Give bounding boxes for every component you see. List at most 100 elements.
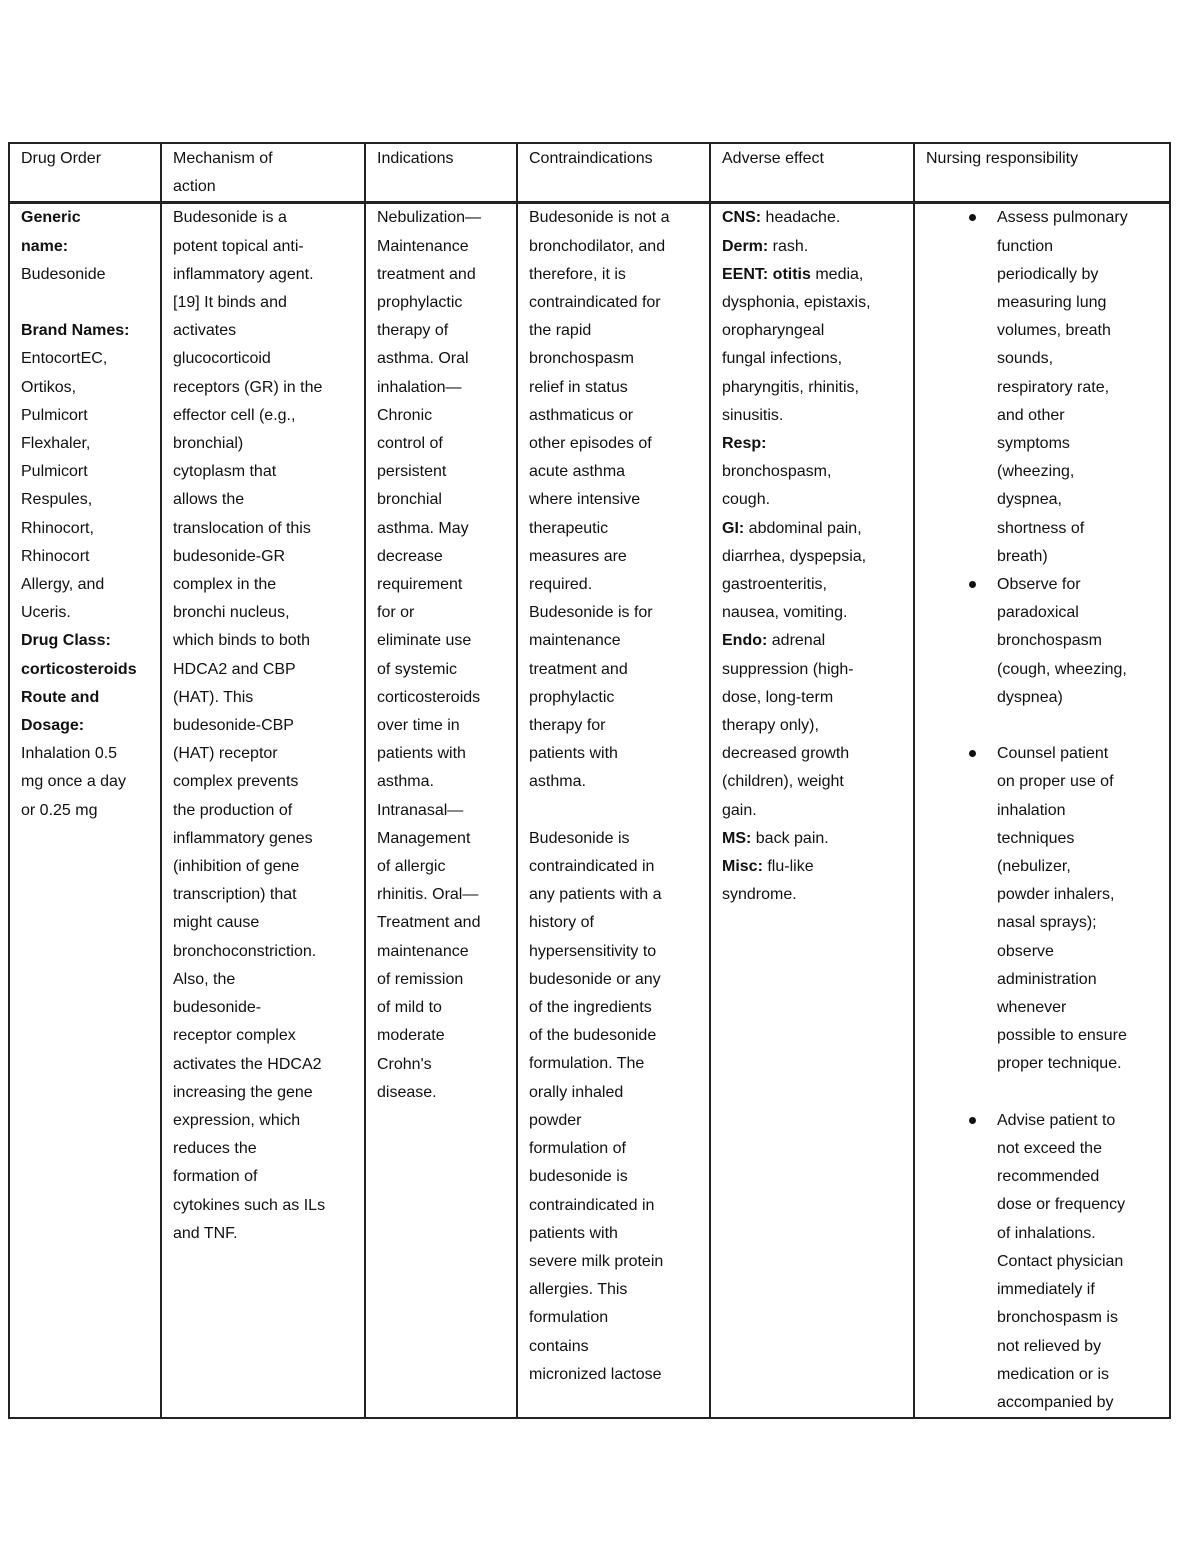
- text-line: bronchial): [173, 435, 244, 453]
- header-drug-order: Drug Order: [8, 142, 162, 204]
- text-line: powder: [529, 1111, 582, 1129]
- text-line: MS: back pain.: [722, 825, 912, 853]
- text-line: Misc: flu-like: [722, 853, 912, 881]
- text-line: Drug Class:: [21, 627, 159, 655]
- text-line: over time in: [377, 717, 460, 735]
- cell-mechanism: Budesonide is a potent topical anti-infla…: [160, 201, 366, 1420]
- bold-label: Resp:: [722, 435, 767, 453]
- text-line: which binds to both: [173, 632, 310, 650]
- text: pharyngitis, rhinitis,: [722, 378, 859, 396]
- bold-label: Endo:: [722, 632, 768, 650]
- list-item: Assess pulmonary function periodically by m…: [926, 205, 1168, 571]
- text: rash.: [768, 237, 809, 255]
- bold-label: MS:: [722, 829, 752, 847]
- text-line: symptoms: [997, 435, 1070, 453]
- bold-label: GI:: [722, 519, 745, 537]
- text-line: Also, the: [173, 970, 236, 988]
- text-line: therapy of: [377, 322, 449, 340]
- text-line: breath): [997, 547, 1048, 565]
- text-line: [21, 289, 159, 317]
- text-line: not relieved by: [997, 1337, 1102, 1355]
- text-line: budesonide-CBP: [173, 717, 294, 735]
- text-line: of the ingredients: [529, 999, 652, 1017]
- text-line: budesonide or any: [529, 970, 661, 988]
- text-line: on proper use of: [997, 773, 1114, 791]
- text-line: Derm: rash.: [722, 233, 912, 261]
- text-line: of inhalations.: [997, 1224, 1096, 1242]
- text: oropharyngeal: [722, 322, 825, 340]
- text-line: receptor complex: [173, 1027, 296, 1045]
- text-line: paradoxical: [997, 604, 1079, 622]
- text-line: budesonide-GR: [173, 547, 286, 565]
- text: cough.: [722, 491, 771, 509]
- list-item: Advise patient to not exceed the recommend…: [926, 1107, 1168, 1416]
- text-line: dysphonia, epistaxis,: [722, 289, 912, 317]
- text-line: Pulmicort: [21, 402, 159, 430]
- text-line: bronchodilator, and: [529, 237, 666, 255]
- text-line: possible to ensure: [997, 1027, 1127, 1045]
- text-line: Intranasal—: [377, 801, 464, 819]
- text-line: (inhibition of gene: [173, 858, 300, 876]
- cell-indications: Nebulization— Maintenance treatment and pro…: [364, 201, 518, 1420]
- text: headache.: [761, 209, 841, 227]
- text-line: budesonide is: [529, 1168, 628, 1186]
- text-line: (wheezing,: [997, 463, 1075, 481]
- text-line: maintenance: [529, 632, 621, 650]
- text: (children), weight: [722, 773, 844, 791]
- bold-label: corticosteroids: [21, 660, 137, 678]
- text: gastroenteritis,: [722, 576, 827, 594]
- text-line: asthma.: [529, 773, 586, 791]
- text-line: control of: [377, 435, 443, 453]
- cell-adverse-effect: CNS: headache. Derm: rash. EENT: otitis me…: [709, 201, 915, 1420]
- list-item: Counsel patient on proper use of inhalatio…: [926, 740, 1168, 1078]
- text-line: corticosteroids: [377, 688, 481, 706]
- text-line: immediately if: [997, 1281, 1095, 1299]
- text-line: and TNF.: [173, 1224, 238, 1242]
- text-line: therapy for: [529, 717, 606, 735]
- text-line: of the budesonide: [529, 1027, 657, 1045]
- text: sinusitis.: [722, 406, 784, 424]
- text-line: sounds,: [997, 350, 1054, 368]
- text-line: Ortikos,: [21, 374, 159, 402]
- text-line: treatment and: [377, 265, 476, 283]
- text-line: sinusitis.: [722, 402, 912, 430]
- text-line: persistent: [377, 463, 447, 481]
- bold-label: Drug Class:: [21, 632, 111, 650]
- text-line: gain.: [722, 797, 912, 825]
- text-line: formulation. The: [529, 1055, 645, 1073]
- text-line: (HAT) receptor: [173, 745, 278, 763]
- text-line: of mild to: [377, 999, 442, 1017]
- text-line: contraindicated for: [529, 294, 661, 312]
- text-line: bronchoconstriction.: [173, 942, 317, 960]
- text: therapy only),: [722, 717, 819, 735]
- text-line: Allergy, and: [21, 571, 159, 599]
- header-text: Adverse effect: [722, 150, 824, 167]
- text-line: bronchospasm: [997, 632, 1102, 650]
- text-line: reduces the: [173, 1140, 257, 1158]
- header-text: action: [173, 178, 216, 196]
- text-line: patients with: [529, 1224, 618, 1242]
- text-line: potent topical anti-: [173, 237, 304, 255]
- bold-label: Derm:: [722, 237, 769, 255]
- text: Allergy, and: [21, 576, 105, 594]
- text-line: asthmaticus or: [529, 406, 634, 424]
- table-row: Generic name: Budesonide Brand Names: Entoco…: [8, 201, 1171, 1420]
- text-line: syndrome.: [722, 881, 912, 909]
- text-line: where intensive: [529, 491, 641, 509]
- text-line: HDCA2 and CBP: [173, 660, 296, 678]
- text-line: (children), weight: [722, 768, 912, 796]
- text-line: measures are: [529, 547, 627, 565]
- text: adrenal: [767, 632, 826, 650]
- text: Ortikos,: [21, 378, 77, 396]
- text-line: Budesonide is: [529, 829, 630, 847]
- text: Rhinocort,: [21, 519, 94, 537]
- text-line: Treatment and: [377, 914, 481, 932]
- spacer: [926, 712, 1168, 740]
- text-line: gastroenteritis,: [722, 571, 912, 599]
- header-text: Indications: [377, 150, 454, 167]
- text-line: whenever: [997, 999, 1067, 1017]
- text-line: micronized lactose: [529, 1365, 662, 1383]
- text-line: not exceed the: [997, 1140, 1102, 1158]
- text-line: Observe for: [997, 576, 1081, 594]
- text-line: EntocortEC,: [21, 345, 159, 373]
